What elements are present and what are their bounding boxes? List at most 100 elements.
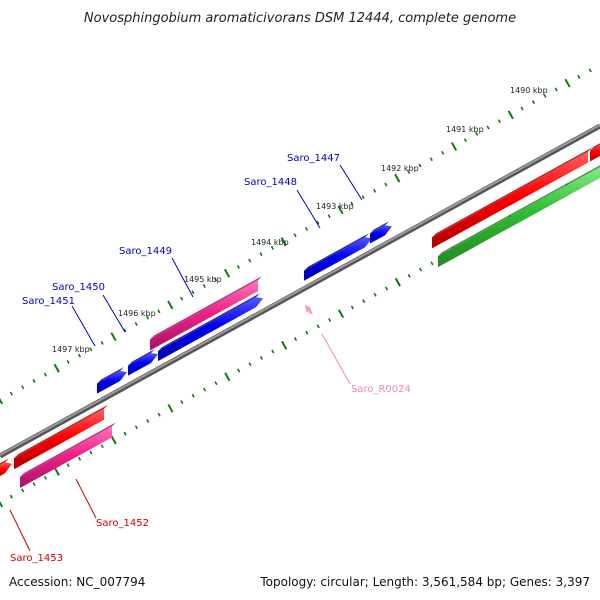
tick-mark [463,138,467,143]
tick-mark [372,188,377,193]
tick-mark [157,309,161,314]
gene-saro-1452-top[interactable] [14,408,104,470]
kbp-label: 1493 kbp [316,202,354,211]
gene-depth-face [438,165,600,257]
tick-mark [32,482,36,487]
kbp-label: 1494 kbp [251,238,289,247]
tick-mark [328,318,332,323]
tick-mark [373,292,377,297]
tick-mark [43,475,48,480]
gene-features [0,143,600,488]
tick-mark [202,283,206,288]
tick-mark [441,150,445,155]
tick-mark [407,169,411,174]
tick-mark [520,106,524,111]
tick-mark [145,315,150,320]
gene-depth-face [158,293,260,352]
tick-mark [53,467,60,476]
gene-saro-1450[interactable] [128,352,158,376]
gene-saro-1449[interactable] [150,280,258,351]
tick-mark [429,157,433,162]
gene-green[interactable] [438,165,600,268]
leader-saro-r0024 [321,333,351,385]
tick-mark [9,494,13,499]
tick-mark [110,332,117,342]
tick-mark [361,195,365,200]
tick-mark [337,205,344,215]
gene-depth-face [0,458,9,466]
leader-saro-1451 [71,305,96,347]
tick-mark [21,488,25,493]
tick-mark [77,456,82,461]
tick-mark [0,397,4,405]
gene-upper-red-edge[interactable] [590,143,600,162]
gene-label-saro-1453[interactable]: Saro_1453 [10,553,63,564]
gene-saro-1448-body[interactable] [158,297,263,362]
tick-mark [236,264,240,269]
tick-mark [486,125,490,130]
tick-mark [280,237,287,246]
gene-label-saro-1452[interactable]: Saro_1452 [96,518,149,529]
tick-mark [248,362,252,367]
tick-mark [77,353,82,358]
tick-mark [32,379,36,383]
tick-mark [224,372,231,382]
gene-depth-face [150,276,262,340]
tick-mark [497,119,502,124]
gene-saro-1447[interactable] [370,225,392,244]
tick-mark [305,330,309,335]
tick-mark [293,337,298,341]
gene-saro-1452[interactable] [20,426,112,488]
tick-mark [134,425,138,430]
tick-mark [180,296,184,301]
leader-saro-1448 [296,189,321,229]
rna-feature-saro-r0024[interactable] [305,305,313,315]
gene-depth-face [20,422,116,477]
tick-mark [418,267,423,272]
gene-saro-1453[interactable] [0,462,12,478]
gene-label-saro-1449[interactable]: Saro_1449 [119,246,172,257]
tick-mark [418,163,422,168]
tick-mark [450,142,458,151]
gene-label-saro-1447[interactable]: Saro_1447 [287,153,340,164]
tick-mark [237,368,241,373]
tick-mark [146,419,150,423]
leader-saro-1447 [339,164,363,201]
kbp-label: 1497 kbp [52,345,90,354]
gene-label-saro-1450[interactable]: Saro_1450 [52,282,105,293]
tick-mark [407,273,411,278]
accession-text: Accession: NC_007794 [9,575,145,589]
gene-saro-1451[interactable] [97,371,127,394]
gene-depth-face [304,233,369,271]
tick-mark [66,360,70,364]
gene-label-saro-1448[interactable]: Saro_1448 [244,177,297,188]
tick-mark [270,245,274,250]
gene-upper-red-right[interactable] [432,151,588,249]
tick-mark [293,233,297,238]
gene-label-saro-1451[interactable]: Saro_1451 [22,296,75,307]
tick-mark [564,78,571,88]
gene-depth-face [590,143,600,151]
tick-mark [531,100,536,105]
tick-mark [167,403,174,413]
tick-mark [21,385,25,390]
gene-depth-face [432,147,592,238]
tick-mark [43,372,47,377]
tick-mark [384,286,389,291]
tick-mark [316,220,320,225]
tick-mark [180,400,184,405]
kbp-label: 1496 kbp [118,309,156,318]
gene-depth-face [97,367,124,384]
tick-mark [543,93,547,98]
gene-label-saro-r0024[interactable]: Saro_R0024 [351,384,411,395]
gene-saro-1448[interactable] [304,237,372,281]
tick-mark [214,277,218,282]
tick-mark [203,387,207,392]
tick-mark [337,309,345,319]
tick-mark [100,341,104,345]
kbp-tick-row-top [0,68,592,405]
kbp-label: 1491 kbp [446,125,484,134]
leader-saro-1449 [171,257,194,298]
map-title: Novosphingobium aromaticivorans DSM 1244… [84,11,516,26]
